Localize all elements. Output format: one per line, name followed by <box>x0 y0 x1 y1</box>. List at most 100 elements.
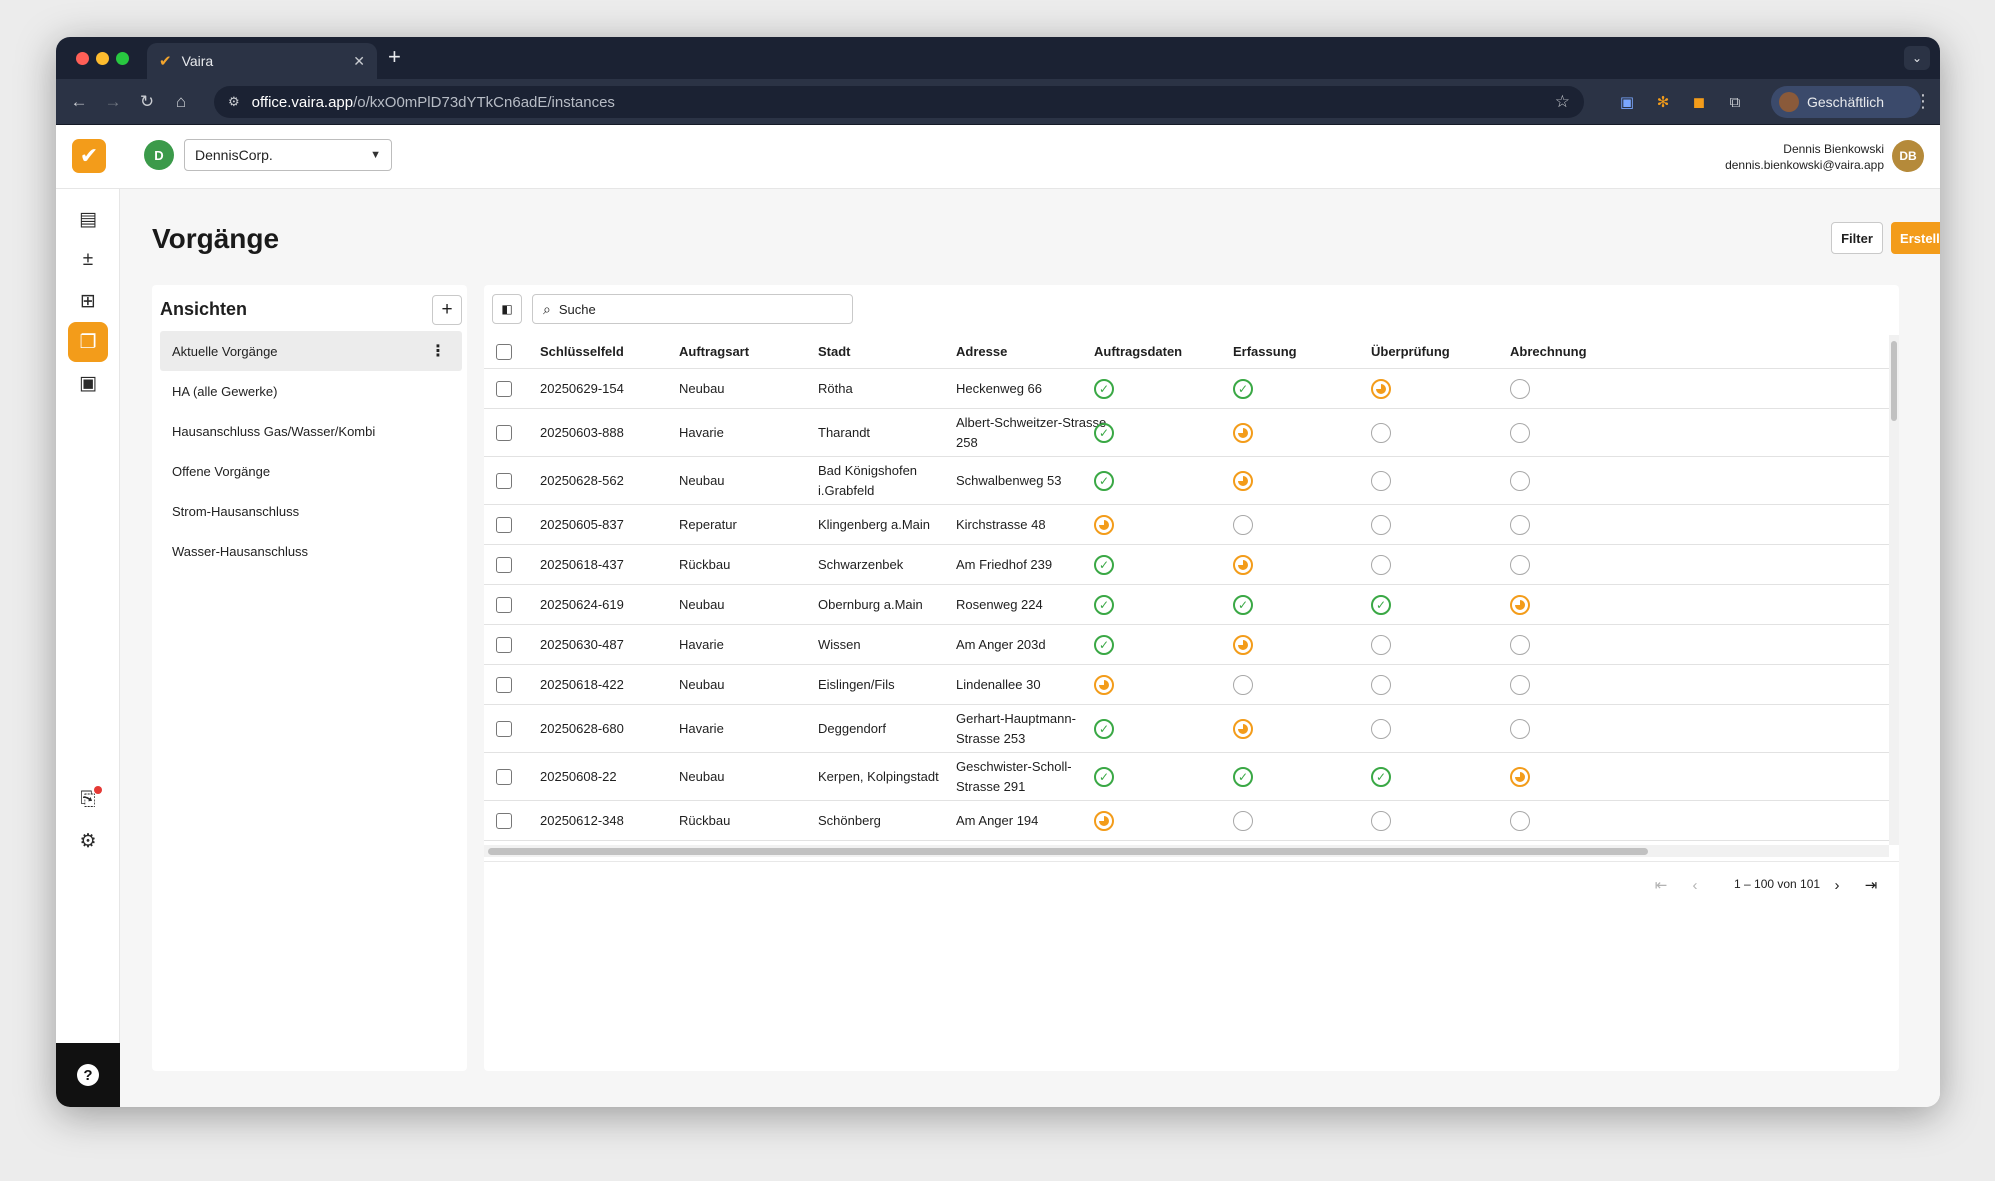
extension-translate-icon[interactable]: ▣ <box>1619 94 1635 111</box>
view-item-hausanschluss-gas-wasser-kombi[interactable]: Hausanschluss Gas/Wasser/Kombi <box>160 411 462 451</box>
address-line: 258 <box>956 434 978 450</box>
side-navigation: ▤ ± ⊞ ❐ ▣ ⎘ ⚙ ? <box>56 189 120 1107</box>
cell-stadt: Tharandt <box>818 409 870 456</box>
extension-orange-icon[interactable]: ◼ <box>1692 94 1706 111</box>
row-select-cell <box>496 585 512 624</box>
cell-auftragsart: Neubau <box>679 676 725 692</box>
previous-page-icon[interactable]: ‹ <box>1692 876 1698 894</box>
progress-fill <box>1099 679 1109 690</box>
row-checkbox[interactable] <box>496 596 512 613</box>
column-header-erfassung[interactable]: Erfassung <box>1233 343 1297 359</box>
nav-inbox-icon[interactable]: ⎘ <box>68 780 108 820</box>
tab-search-chevron-icon[interactable]: ⌄ <box>1904 46 1930 70</box>
table-row[interactable]: 20250618-422 Neubau Eislingen/Fils Lindenal… <box>484 665 1889 705</box>
home-icon[interactable]: ⌂ <box>175 92 187 111</box>
row-checkbox[interactable] <box>496 768 512 785</box>
view-item-wasser-hausanschluss[interactable]: Wasser-Hausanschluss <box>160 531 462 571</box>
table-row[interactable]: 20250618-437 Rückbau Schwarzenbek Am Friedh… <box>484 545 1889 585</box>
table-row[interactable]: 20250630-487 Havarie Wissen Am Anger 203d ✓ <box>484 625 1889 665</box>
user-info[interactable]: Dennis Bienkowski dennis.bienkowski@vair… <box>1725 141 1884 173</box>
cell-erfassung <box>1233 545 1253 584</box>
row-checkbox[interactable] <box>496 472 512 489</box>
row-checkbox[interactable] <box>496 424 512 441</box>
table-row[interactable]: 20250608-22 Neubau Kerpen, Kolpingstadt Ges… <box>484 753 1889 801</box>
nav-instances-icon[interactable]: ❐ <box>68 322 108 362</box>
browser-profile-chip[interactable]: Geschäftlich <box>1771 86 1921 118</box>
close-tab-icon[interactable]: ✕ <box>353 52 365 69</box>
table-row[interactable]: 20250629-154 Neubau Rötha Heckenweg 66 ✓ ✓ <box>484 369 1889 409</box>
toggle-views-panel-icon[interactable]: ◧ <box>492 294 522 324</box>
table-row[interactable]: 20250612-348 Rückbau Schönberg Am Anger 194 <box>484 801 1889 841</box>
vertical-scroll-thumb[interactable] <box>1891 341 1897 421</box>
view-item-ha-alle-gewerke[interactable]: HA (alle Gewerke) <box>160 371 462 411</box>
row-checkbox[interactable] <box>496 676 512 693</box>
cell-auftragsart: Rückbau <box>679 812 731 828</box>
vertical-scrollbar[interactable] <box>1889 335 1899 845</box>
nav-settings-gear-icon[interactable]: ⚙ <box>79 830 97 852</box>
view-item-aktuelle-vorgaenge[interactable]: Aktuelle Vorgänge ⋮ <box>160 331 462 371</box>
row-checkbox[interactable] <box>496 380 512 397</box>
column-header-adresse[interactable]: Adresse <box>956 343 1008 359</box>
cell-abrechnung <box>1510 801 1530 840</box>
filter-button[interactable]: Filter <box>1831 222 1883 254</box>
column-header-schluesselfeld[interactable]: Schlüsselfeld <box>540 343 624 359</box>
nav-documents-icon[interactable]: ▤ <box>79 208 97 230</box>
last-page-icon[interactable]: ⇥ <box>1864 877 1878 894</box>
search-field[interactable]: ⌕ <box>532 294 853 324</box>
browser-tab[interactable]: ✔ Vaira ✕ <box>147 43 377 79</box>
view-item-strom-hausanschluss[interactable]: Strom-Hausanschluss <box>160 491 462 531</box>
table-row[interactable]: 20250628-680 Havarie Deggendorf Gerhart-Hau… <box>484 705 1889 753</box>
column-header-stadt[interactable]: Stadt <box>818 343 851 359</box>
search-input[interactable] <box>558 301 819 317</box>
user-avatar[interactable]: DB <box>1892 140 1924 172</box>
table-row[interactable]: 20250624-619 Neubau Obernburg a.Main Rosenw… <box>484 585 1889 625</box>
table-row[interactable]: 20250605-837 Reperatur Klingenberg a.Main K… <box>484 505 1889 545</box>
status-open-circle-icon <box>1510 422 1530 443</box>
horizontal-scroll-thumb[interactable] <box>488 848 1648 855</box>
more-options-icon[interactable]: ⋮ <box>430 343 446 360</box>
row-checkbox[interactable] <box>496 812 512 829</box>
status-done-check-icon: ✓ <box>1094 470 1114 491</box>
select-all-checkbox[interactable] <box>496 343 512 360</box>
add-view-button[interactable]: + <box>432 295 462 325</box>
select-all-cell <box>496 335 512 368</box>
pagination: ⇤ ‹ 1 – 100 von 101 › ⇥ <box>484 861 1899 907</box>
row-checkbox[interactable] <box>496 720 512 737</box>
reload-icon[interactable]: ↻ <box>139 92 155 111</box>
table-row[interactable]: 20250603-888 Havarie Tharandt Albert-Schwei… <box>484 409 1889 457</box>
back-arrow-icon[interactable]: ← <box>70 92 88 111</box>
help-button[interactable]: ? <box>56 1043 120 1107</box>
row-checkbox[interactable] <box>496 636 512 653</box>
column-header-auftragsdaten[interactable]: Auftragsdaten <box>1094 343 1183 359</box>
organization-select[interactable]: DennisCorp. ▼ <box>184 139 392 171</box>
maximize-window-button[interactable] <box>116 52 129 65</box>
table-row[interactable]: 20250628-562 Neubau Bad Königshofen i.Grabf… <box>484 457 1889 505</box>
minimize-window-button[interactable] <box>96 52 109 65</box>
create-button[interactable]: Erstellen <box>1891 222 1940 254</box>
nav-workflow-icon[interactable]: ⊞ <box>80 290 96 312</box>
close-window-button[interactable] <box>76 52 89 65</box>
view-item-offene-vorgaenge[interactable]: Offene Vorgänge <box>160 451 462 491</box>
vaira-logo-icon[interactable]: ✔ <box>72 139 106 173</box>
horizontal-scrollbar[interactable] <box>484 845 1889 857</box>
extensions-puzzle-icon[interactable]: ⧉ <box>1729 93 1741 111</box>
browser-menu-icon[interactable]: ⋮ <box>1914 91 1932 111</box>
first-page-icon[interactable]: ⇤ <box>1654 877 1668 894</box>
org-avatar: D <box>144 140 174 170</box>
new-tab-button[interactable]: + <box>388 44 401 69</box>
address-bar[interactable]: ⚙ office.vaira.app /o/kxO0mPlD73dYTkCn6a… <box>214 86 1584 118</box>
site-settings-icon[interactable]: ⚙ <box>228 94 240 109</box>
bookmark-star-icon[interactable]: ☆ <box>1554 92 1570 111</box>
next-page-icon[interactable]: › <box>1834 876 1840 894</box>
column-header-ueberpruefung[interactable]: Überprüfung <box>1371 343 1450 359</box>
column-header-auftragsart[interactable]: Auftragsart <box>679 343 750 359</box>
row-checkbox[interactable] <box>496 516 512 533</box>
cell-schluesselfeld: 20250608-22 <box>540 768 617 784</box>
column-header-abrechnung[interactable]: Abrechnung <box>1510 343 1587 359</box>
status-done-check-icon: ✓ <box>1233 378 1253 399</box>
forward-arrow-icon[interactable]: → <box>104 92 122 111</box>
nav-calculations-icon[interactable]: ± <box>82 249 94 270</box>
nav-contacts-icon[interactable]: ▣ <box>79 372 97 394</box>
row-checkbox[interactable] <box>496 556 512 573</box>
extension-hubspot-icon[interactable]: ✻ <box>1656 94 1670 111</box>
